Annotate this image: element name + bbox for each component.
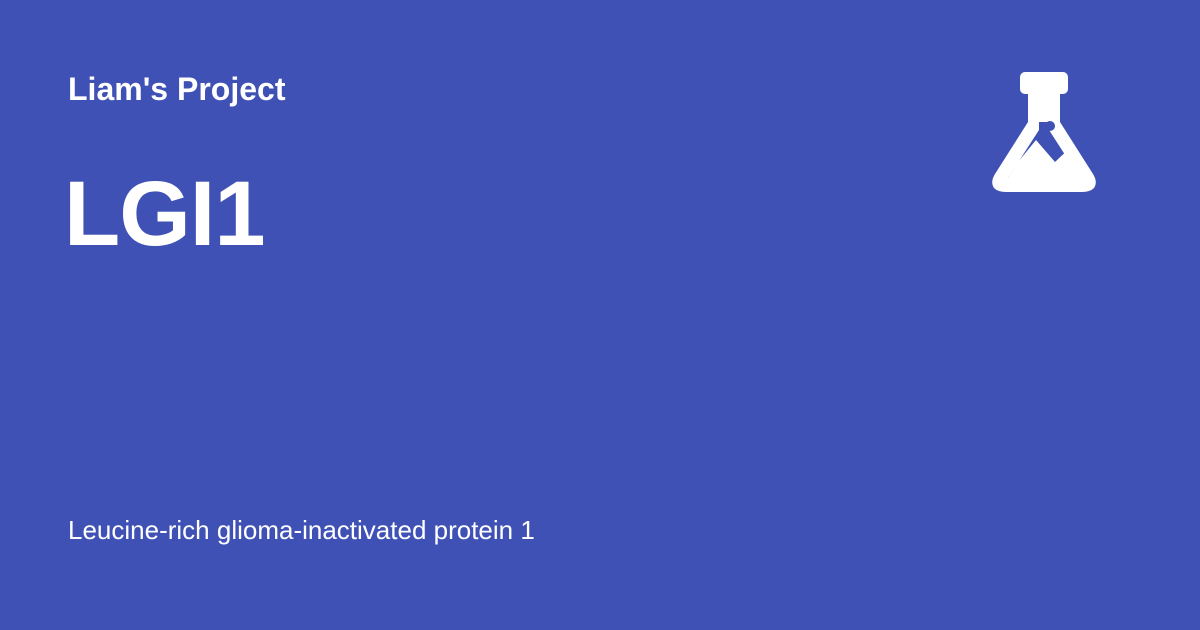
flask-icon bbox=[988, 70, 1100, 194]
page-subtitle: Leucine-rich glioma-inactivated protein … bbox=[68, 515, 535, 545]
page-title: LGI1 bbox=[64, 163, 265, 265]
project-name: Liam's Project bbox=[68, 71, 286, 107]
